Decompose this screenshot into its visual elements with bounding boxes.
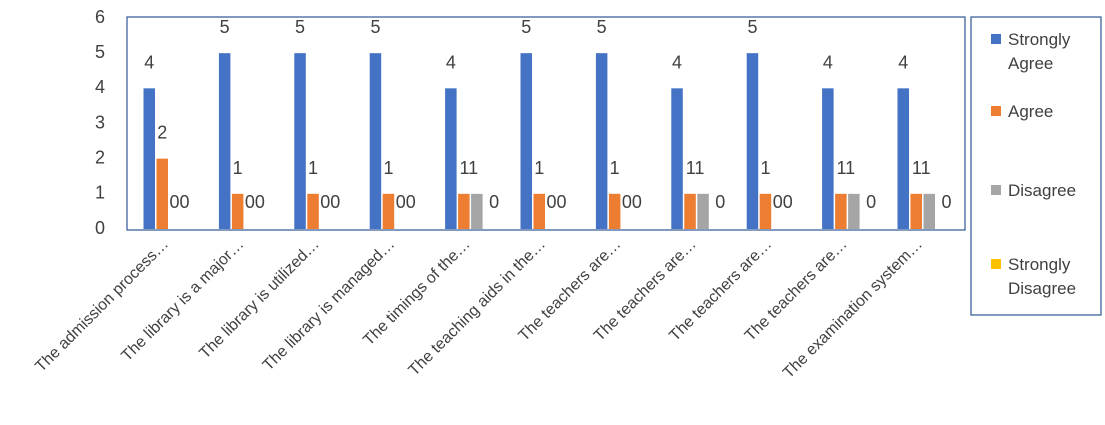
bar-disagree: [697, 193, 709, 229]
data-label: 11: [837, 158, 856, 178]
data-label: 5: [747, 17, 757, 37]
bar-agree: [684, 193, 696, 229]
category-label: The library is a major…: [118, 236, 247, 365]
data-label: 11: [912, 158, 931, 178]
legend-swatch: [991, 34, 1001, 44]
data-label: 5: [521, 17, 531, 37]
bar-strongly-agree: [445, 88, 457, 229]
y-tick-label: 1: [95, 183, 105, 203]
bar-agree: [382, 193, 395, 229]
legend-swatch: [991, 185, 1001, 195]
bar-strongly-agree: [822, 88, 834, 229]
bar-disagree: [923, 193, 935, 229]
data-label: 5: [295, 17, 305, 37]
data-label: 4: [672, 52, 682, 72]
data-label: 00: [170, 192, 190, 212]
data-label: 00: [773, 192, 793, 212]
data-label: 00: [622, 192, 642, 212]
y-tick-label: 0: [95, 218, 105, 238]
data-label: 1: [233, 158, 243, 178]
legend-label: Strongly: [1008, 255, 1071, 274]
bar-strongly-agree: [671, 88, 683, 229]
data-label: 5: [597, 17, 607, 37]
data-label: 0: [715, 192, 725, 212]
data-label: 0: [942, 192, 952, 212]
data-label: 00: [547, 192, 567, 212]
y-tick-label: 2: [95, 147, 105, 167]
bar-agree: [307, 193, 319, 229]
data-label: 4: [823, 52, 833, 72]
bar-strongly-agree: [218, 53, 231, 229]
bar-agree: [533, 193, 545, 229]
data-label: 00: [396, 192, 416, 212]
data-label: 11: [686, 158, 705, 178]
bar-strongly-agree: [746, 53, 759, 229]
data-label: 5: [370, 17, 380, 37]
bar-strongly-agree: [520, 53, 532, 229]
data-label: 1: [383, 158, 393, 178]
bar-agree: [759, 193, 772, 229]
y-tick-label: 5: [95, 42, 105, 62]
bar-strongly-agree: [294, 53, 306, 229]
data-label: 11: [460, 158, 479, 178]
y-tick-label: 3: [95, 112, 105, 132]
data-label: 2: [157, 123, 167, 143]
data-label: 4: [446, 52, 456, 72]
legend-swatch: [991, 106, 1001, 116]
category-label: The teaching aids in the…: [406, 236, 549, 379]
data-label: 4: [898, 52, 908, 72]
category-label: The admission process…: [32, 236, 172, 376]
bar-agree: [156, 158, 168, 229]
data-label: 0: [866, 192, 876, 212]
category-label: The examination system…: [780, 236, 926, 382]
data-label: 1: [760, 158, 770, 178]
bar-agree: [835, 193, 847, 229]
legend-label: Disagree: [1008, 181, 1076, 200]
bar-agree: [231, 193, 244, 229]
data-label: 00: [320, 192, 340, 212]
category-label: The library is managed…: [260, 236, 398, 374]
bar-disagree: [471, 193, 483, 229]
legend-label: Strongly: [1008, 30, 1071, 49]
plot-area-border: [126, 16, 966, 231]
data-label: 00: [245, 192, 265, 212]
y-tick-label: 6: [95, 7, 105, 27]
bar-agree: [910, 193, 922, 229]
legend-label: Agree: [1008, 54, 1053, 73]
data-label: 1: [534, 158, 544, 178]
bar-strongly-agree: [897, 88, 909, 229]
legend-swatch: [991, 259, 1001, 269]
bar-strongly-agree: [143, 88, 155, 229]
legend-label: Disagree: [1008, 279, 1076, 298]
data-label: 1: [308, 158, 318, 178]
data-label: 0: [489, 192, 499, 212]
bar-disagree: [848, 193, 860, 229]
data-label: 4: [144, 52, 154, 72]
bar-strongly-agree: [595, 53, 608, 229]
y-tick-label: 4: [95, 77, 105, 97]
bar-agree: [458, 193, 470, 229]
bar-strongly-agree: [369, 53, 382, 229]
legend-label: Agree: [1008, 102, 1053, 121]
data-label: 1: [610, 158, 620, 178]
data-label: 5: [220, 17, 230, 37]
bar-agree: [608, 193, 621, 229]
